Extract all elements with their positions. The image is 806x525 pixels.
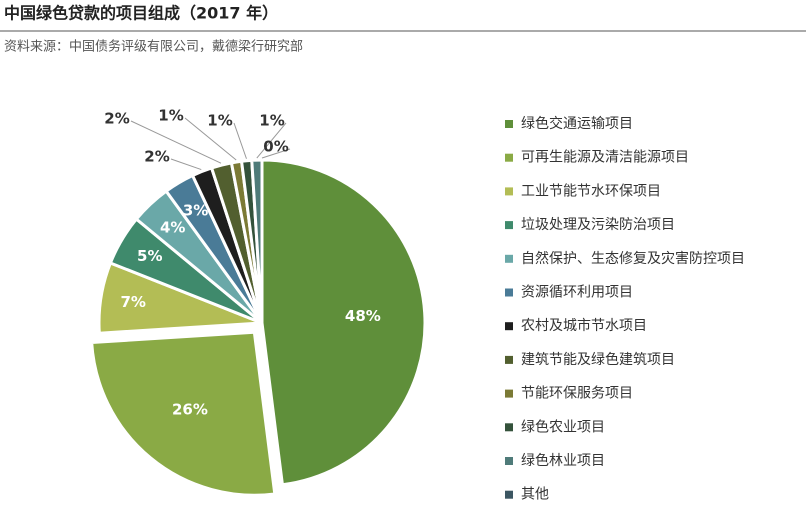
legend-swatch bbox=[505, 423, 513, 432]
data-label: 4% bbox=[160, 218, 185, 236]
chart-subtitle: 资料来源：中国债务评级有限公司，戴德梁行研究部 bbox=[4, 39, 303, 55]
leader-line bbox=[233, 122, 247, 159]
data-label: 2% bbox=[104, 110, 129, 128]
legend-label: 其他 bbox=[521, 487, 549, 503]
legend-swatch bbox=[505, 322, 513, 331]
pie-slice bbox=[90, 330, 277, 497]
legend-label: 工业节能节水环保项目 bbox=[521, 183, 661, 199]
legend-swatch bbox=[505, 120, 513, 128]
data-label: 48% bbox=[345, 307, 381, 325]
legend-label: 可再生能源及清洁能源项目 bbox=[521, 150, 689, 166]
pie-slice bbox=[260, 158, 427, 487]
legend-swatch bbox=[505, 490, 513, 499]
legend-label: 绿色农业项目 bbox=[521, 418, 605, 435]
leader-line bbox=[184, 117, 237, 161]
data-label: 1% bbox=[207, 112, 232, 130]
legend-swatch bbox=[505, 288, 513, 297]
legend-swatch bbox=[505, 153, 513, 162]
legend-label: 节能环保服务项目 bbox=[521, 386, 633, 402]
data-label: 3% bbox=[183, 201, 208, 219]
chart-title: 中国绿色贷款的项目组成（2017 年） bbox=[4, 4, 278, 23]
legend-label: 自然保护、生态修复及灾害防控项目 bbox=[521, 250, 745, 267]
data-label: 0% bbox=[263, 138, 288, 156]
legend-swatch bbox=[505, 389, 513, 398]
leader-line bbox=[256, 122, 287, 159]
data-label: 7% bbox=[120, 293, 145, 311]
legend-swatch bbox=[505, 221, 513, 230]
legend-label: 绿色交通运输项目 bbox=[521, 115, 633, 132]
leader-line bbox=[130, 120, 222, 164]
legend-swatch bbox=[505, 457, 513, 465]
data-label: 5% bbox=[137, 247, 162, 265]
data-label: 1% bbox=[158, 107, 183, 125]
legend-label: 垃圾处理及污染防治项目 bbox=[521, 217, 675, 233]
legend-swatch bbox=[505, 254, 513, 263]
legend-swatch bbox=[505, 187, 513, 196]
data-label: 1% bbox=[259, 112, 284, 130]
legend-label: 绿色林业项目 bbox=[521, 452, 605, 469]
legend-swatch bbox=[505, 355, 513, 364]
leader-line bbox=[261, 148, 291, 159]
data-label: 26% bbox=[172, 401, 208, 419]
leader-line bbox=[170, 158, 202, 171]
data-label: 2% bbox=[144, 148, 169, 166]
legend-label: 建筑节能及绿色建筑项目 bbox=[521, 351, 675, 368]
legend-label: 资源循环利用项目 bbox=[521, 285, 633, 301]
legend-label: 农村及城市节水项目 bbox=[521, 317, 647, 334]
